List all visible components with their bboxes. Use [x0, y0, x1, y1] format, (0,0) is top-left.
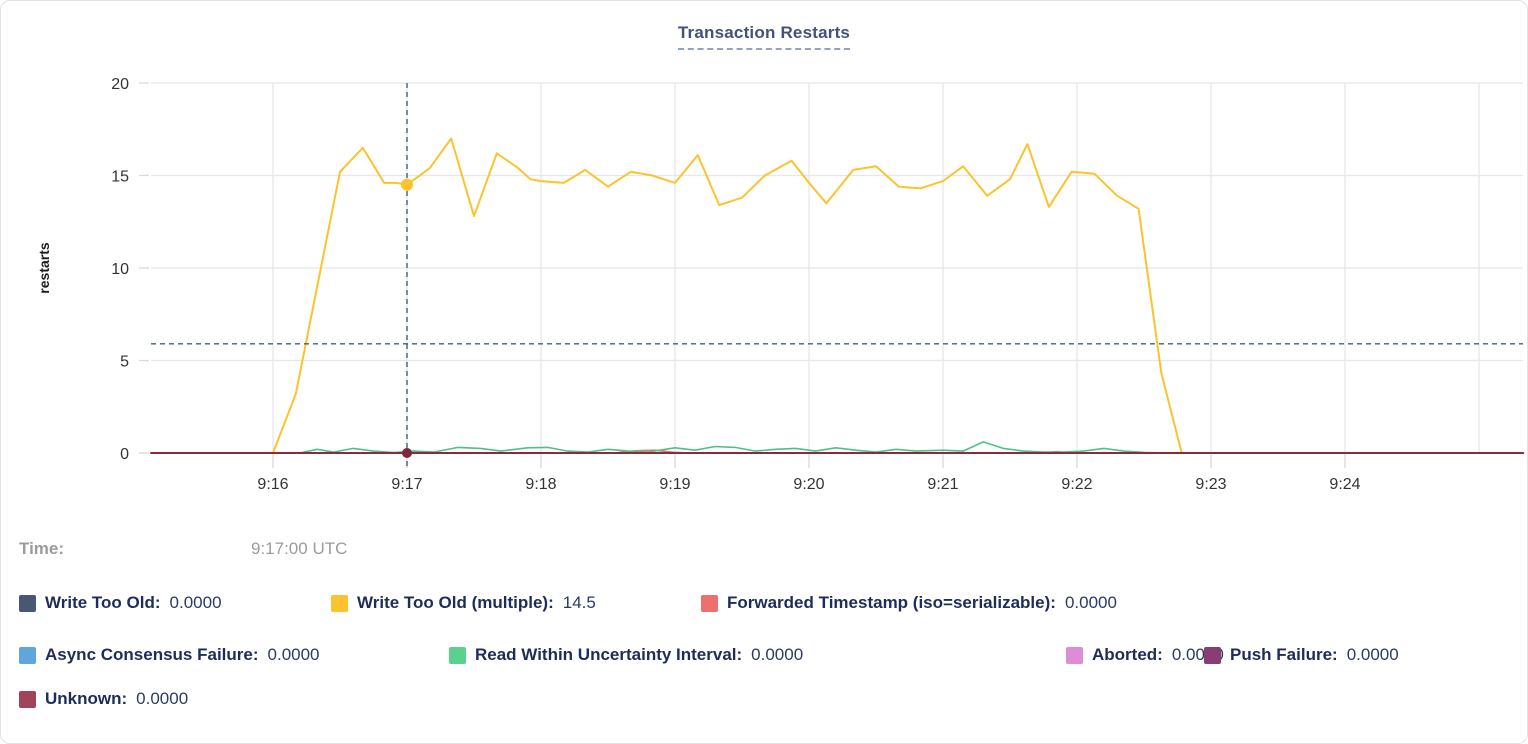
time-label: Time:: [19, 539, 65, 558]
legend-label: Unknown:: [45, 689, 128, 708]
legend-label: Async Consensus Failure:: [45, 645, 259, 664]
series-line: [150, 441, 1524, 454]
y-tick-label: 15: [111, 169, 129, 186]
x-tick-label: 9:22: [1061, 476, 1092, 493]
legend-item: Read Within Uncertainty Interval: 0.0000: [449, 645, 803, 665]
x-tick-label: 9:24: [1329, 476, 1360, 493]
legend-swatch-icon: [1066, 646, 1083, 664]
x-tick-label: 9:18: [525, 476, 556, 493]
legend-item: Write Too Old (multiple): 14.5: [331, 593, 596, 613]
y-tick-label: 20: [111, 76, 129, 93]
legend-label: Aborted:: [1092, 645, 1163, 664]
hover-dot: [402, 448, 412, 458]
legend-label: Forwarded Timestamp (iso=serializable):: [727, 593, 1056, 612]
legend-item: Unknown: 0.0000: [19, 689, 188, 709]
legend-item: Aborted: 0.0000: [1066, 645, 1224, 665]
y-axis: 0 5 10 15 20: [111, 76, 1523, 463]
legend-item: Write Too Old: 0.0000: [19, 593, 222, 613]
chart-title: Transaction Restarts: [1, 23, 1527, 50]
legend-value: 0.0000: [169, 593, 222, 612]
legend-label: Write Too Old (multiple):: [357, 593, 554, 612]
legend-swatch-icon: [19, 646, 36, 664]
legend-label: Push Failure:: [1230, 645, 1338, 664]
legend-swatch-icon: [701, 594, 718, 612]
x-tick-label: 9:23: [1195, 476, 1226, 493]
legend-value: 0.0000: [136, 689, 189, 708]
y-tick-label: 0: [120, 446, 129, 463]
legend-value: 14.5: [562, 593, 596, 612]
legend-item: Async Consensus Failure: 0.0000: [19, 645, 320, 665]
y-tick-label: 5: [120, 354, 129, 371]
legend-item: Forwarded Timestamp (iso=serializable): 0…: [701, 593, 1117, 613]
legend-label: Write Too Old:: [45, 593, 161, 612]
legend-label: Read Within Uncertainty Interval:: [475, 645, 743, 664]
legend-value: 0.0000: [267, 645, 320, 664]
legend-swatch-icon: [1204, 646, 1221, 664]
legend-swatch-icon: [331, 594, 348, 612]
legend-swatch-icon: [19, 594, 36, 612]
x-tick-label: 9:17: [391, 476, 422, 493]
x-tick-label: 9:19: [659, 476, 690, 493]
legend-value: 0.0000: [751, 645, 804, 664]
hover-dot: [401, 178, 413, 191]
x-axis: 9:16 9:17 9:18 9:19 9:20 9:21 9:22 9:23 9:24: [257, 83, 1480, 493]
x-tick-label: 9:21: [927, 476, 958, 493]
x-tick-label: 9:16: [257, 476, 288, 493]
legend-swatch-icon: [19, 690, 36, 708]
legend-swatch-icon: [449, 646, 466, 664]
y-axis-title: restarts: [36, 242, 52, 294]
time-value: 9:17:00 UTC: [251, 539, 348, 558]
chart-canvas[interactable]: 0 5 10 15 20 9:16 9:17 9:18 9:19 9:20 9:21 9:22 9:23…: [1, 1, 1528, 513]
legend-value: 0.0000: [1346, 645, 1399, 664]
legend-value: 0.0000: [1064, 593, 1117, 612]
legend-item: Push Failure: 0.0000: [1204, 645, 1399, 665]
chart-title-text: Transaction Restarts: [677, 23, 851, 50]
y-tick-label: 10: [111, 261, 129, 278]
x-tick-label: 9:20: [793, 476, 824, 493]
crosshair: [151, 83, 1523, 468]
